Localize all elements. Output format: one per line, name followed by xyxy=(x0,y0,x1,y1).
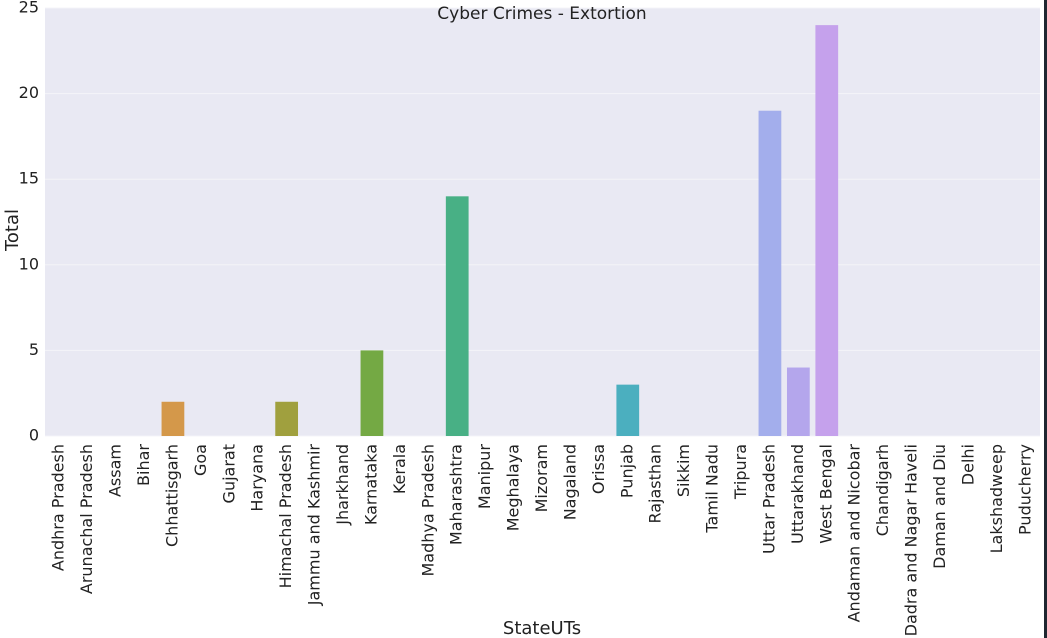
x-tick-labels: Andhra Pradesh Arunachal Pradesh Assam Biha… xyxy=(49,444,1035,637)
chart-title: Cyber Crimes - Extortion xyxy=(437,4,646,24)
x-tick-label: Punjab xyxy=(617,444,636,498)
y-tick-labels: 0 5 10 15 20 25 xyxy=(19,0,39,445)
x-tick-label: Assam xyxy=(106,444,125,497)
y-tick-label: 10 xyxy=(19,254,39,273)
bar-chhattisgarh xyxy=(161,401,185,436)
x-tick-label: West Bengal xyxy=(816,444,835,544)
bar-punjab xyxy=(616,384,640,436)
y-tick-label: 5 xyxy=(29,340,39,359)
bar-west-bengal xyxy=(815,25,839,437)
bar-karnataka xyxy=(360,350,384,436)
x-tick-label: Bihar xyxy=(134,444,153,486)
x-tick-label: Tripura xyxy=(731,444,750,500)
x-tick-label: Manipur xyxy=(475,444,494,509)
x-tick-label: Haryana xyxy=(248,444,267,512)
x-tick-label: Delhi xyxy=(958,444,977,485)
x-tick-label: Gujarat xyxy=(219,444,238,503)
x-tick-label: Uttarakhand xyxy=(788,444,807,544)
x-tick-label: Meghalaya xyxy=(504,444,523,531)
x-tick-label: Uttar Pradesh xyxy=(759,444,778,554)
x-tick-label: Arunachal Pradesh xyxy=(77,444,96,594)
x-tick-label: Daman and Diu xyxy=(930,444,949,569)
y-axis-title: Total xyxy=(2,209,23,252)
x-tick-label: Nagaland xyxy=(560,444,579,520)
x-tick-label: Dadra and Nagar Haveli xyxy=(902,444,921,636)
x-tick-label: Maharashtra xyxy=(447,444,466,545)
x-tick-label: Madhya Pradesh xyxy=(418,444,437,577)
x-tick-label: Jammu and Kashmir xyxy=(305,444,324,607)
bar-maharashtra xyxy=(445,196,469,436)
x-tick-label: Andhra Pradesh xyxy=(49,444,68,571)
x-tick-label: Lakshadweep xyxy=(987,444,1006,553)
x-tick-label: Karnataka xyxy=(361,444,380,525)
bar-uttarakhand xyxy=(786,367,810,436)
x-tick-label: Tamil Nadu xyxy=(703,444,722,534)
plot-area xyxy=(45,8,1040,436)
x-tick-label: Orissa xyxy=(589,444,608,494)
y-tick-label: 25 xyxy=(19,0,39,17)
bar-himachal-pradesh xyxy=(275,401,299,436)
x-tick-label: Sikkim xyxy=(674,444,693,497)
x-tick-label: Puducherry xyxy=(1015,444,1034,535)
x-tick-label: Mizoram xyxy=(532,444,551,512)
x-tick-label: Chandigarh xyxy=(873,444,892,536)
x-tick-label: Chhattisgarh xyxy=(162,444,181,547)
y-tick-label: 20 xyxy=(19,83,39,102)
x-tick-label: Goa xyxy=(191,444,210,476)
x-tick-label: Rajasthan xyxy=(646,444,665,524)
x-tick-label: Himachal Pradesh xyxy=(276,444,295,588)
x-axis-title: StateUTs xyxy=(503,618,581,638)
x-tick-label: Andaman and Nicobar xyxy=(845,444,864,623)
gridlines xyxy=(45,7,1040,437)
y-tick-label: 15 xyxy=(19,169,39,188)
y-tick-label: 0 xyxy=(29,426,39,445)
x-tick-label: Kerala xyxy=(390,444,409,494)
x-tick-label: Jharkhand xyxy=(333,444,352,526)
bar-uttar-pradesh xyxy=(758,110,782,436)
bars xyxy=(161,25,839,437)
